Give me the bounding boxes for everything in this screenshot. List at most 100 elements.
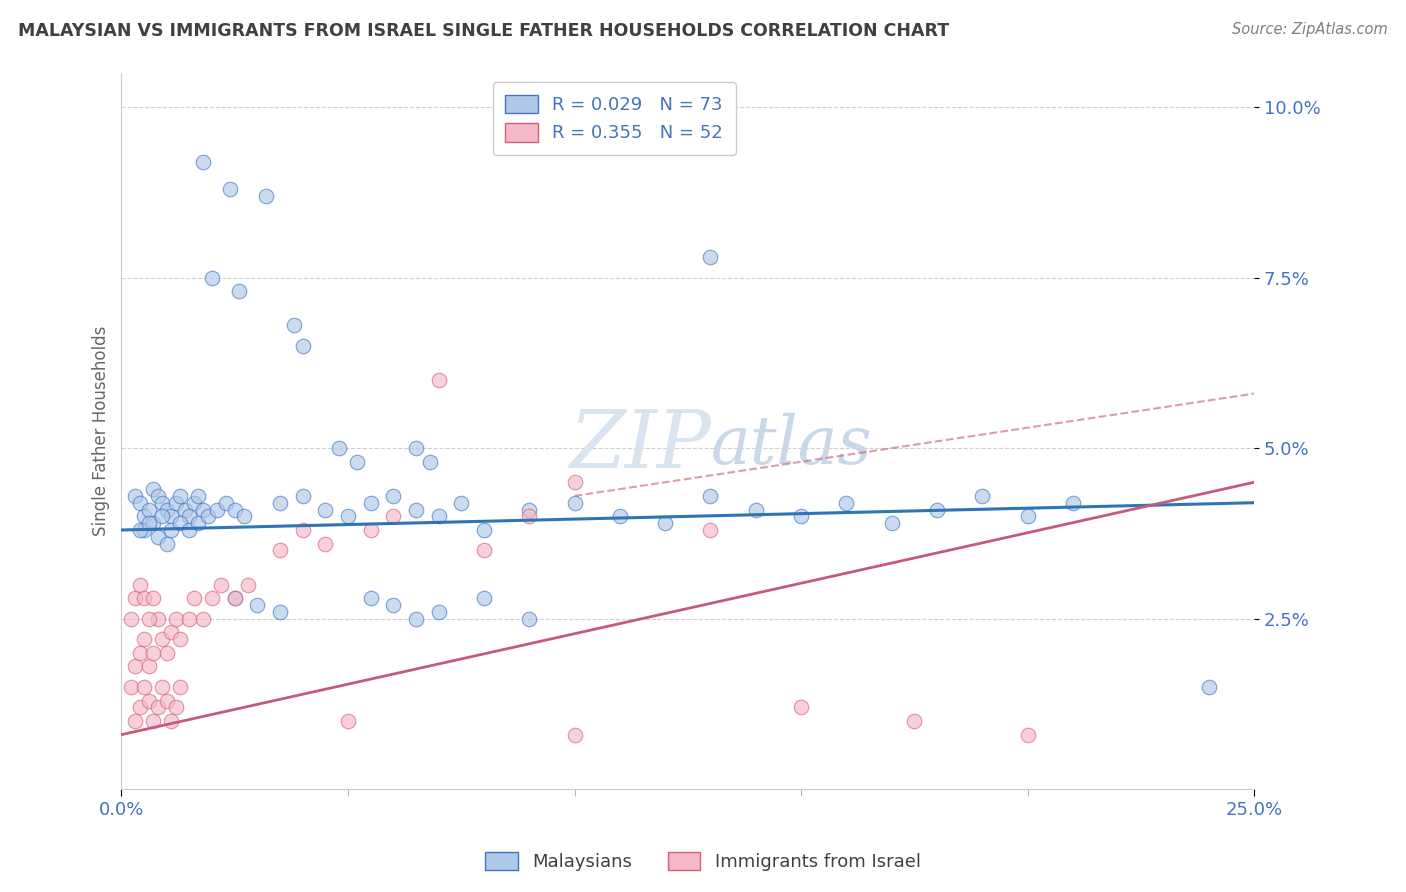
Point <box>419 455 441 469</box>
Point <box>564 475 586 490</box>
Point <box>427 605 450 619</box>
Point <box>156 646 179 660</box>
Text: ZIP: ZIP <box>569 407 710 484</box>
Point <box>450 496 472 510</box>
Point <box>472 591 495 606</box>
Point <box>224 591 246 606</box>
Point <box>183 591 205 606</box>
Point <box>128 700 150 714</box>
Text: Source: ZipAtlas.com: Source: ZipAtlas.com <box>1232 22 1388 37</box>
Point <box>169 516 191 531</box>
Point <box>314 536 336 550</box>
Point <box>972 489 994 503</box>
Text: atlas: atlas <box>710 413 872 478</box>
Point <box>269 605 291 619</box>
Point <box>360 591 382 606</box>
Point <box>427 509 450 524</box>
Point <box>146 612 169 626</box>
Point <box>191 502 214 516</box>
Point <box>360 496 382 510</box>
Point <box>160 523 183 537</box>
Point <box>1198 680 1220 694</box>
Point <box>517 509 540 524</box>
Point <box>165 612 187 626</box>
Point <box>232 509 254 524</box>
Point <box>472 523 495 537</box>
Point <box>156 693 179 707</box>
Point <box>138 659 160 673</box>
Point <box>745 502 768 516</box>
Point <box>128 523 150 537</box>
Point <box>124 591 146 606</box>
Point <box>169 632 191 647</box>
Point <box>156 502 179 516</box>
Point <box>201 591 224 606</box>
Point <box>146 489 169 503</box>
Point <box>291 523 314 537</box>
Point <box>160 509 183 524</box>
Point <box>246 598 269 612</box>
Point <box>165 700 187 714</box>
Point <box>699 489 721 503</box>
Point <box>179 509 201 524</box>
Point <box>564 496 586 510</box>
Point <box>138 502 160 516</box>
Legend: R = 0.029   N = 73, R = 0.355   N = 52: R = 0.029 N = 73, R = 0.355 N = 52 <box>492 82 735 155</box>
Point <box>382 598 405 612</box>
Point <box>382 489 405 503</box>
Point <box>337 714 360 728</box>
Point <box>142 482 165 496</box>
Point <box>128 577 150 591</box>
Point <box>790 509 813 524</box>
Point <box>142 516 165 531</box>
Point <box>169 489 191 503</box>
Point <box>517 612 540 626</box>
Point <box>564 728 586 742</box>
Point <box>142 591 165 606</box>
Point <box>654 516 676 531</box>
Point <box>132 591 155 606</box>
Point <box>179 523 201 537</box>
Point <box>903 714 925 728</box>
Point <box>120 612 142 626</box>
Point <box>128 496 150 510</box>
Point <box>142 714 165 728</box>
Y-axis label: Single Father Households: Single Father Households <box>93 326 110 536</box>
Legend: Malaysians, Immigrants from Israel: Malaysians, Immigrants from Israel <box>478 845 928 879</box>
Point <box>269 496 291 510</box>
Point <box>256 188 278 202</box>
Point <box>124 714 146 728</box>
Point <box>173 502 195 516</box>
Point <box>291 339 314 353</box>
Point <box>405 612 427 626</box>
Point <box>328 441 350 455</box>
Point <box>1017 509 1039 524</box>
Point <box>209 577 232 591</box>
Point <box>132 523 155 537</box>
Point <box>120 680 142 694</box>
Point <box>132 680 155 694</box>
Point <box>472 543 495 558</box>
Point <box>337 509 360 524</box>
Point <box>219 182 242 196</box>
Point <box>609 509 631 524</box>
Point <box>150 632 173 647</box>
Point <box>1062 496 1084 510</box>
Point <box>699 250 721 264</box>
Point <box>179 612 201 626</box>
Point <box>150 680 173 694</box>
Point <box>880 516 903 531</box>
Point <box>146 530 169 544</box>
Point <box>160 714 183 728</box>
Point <box>427 373 450 387</box>
Point <box>183 496 205 510</box>
Point <box>1017 728 1039 742</box>
Point <box>382 509 405 524</box>
Point <box>138 516 160 531</box>
Point <box>224 502 246 516</box>
Point <box>132 632 155 647</box>
Point <box>191 154 214 169</box>
Point <box>150 509 173 524</box>
Point <box>835 496 858 510</box>
Point <box>187 516 209 531</box>
